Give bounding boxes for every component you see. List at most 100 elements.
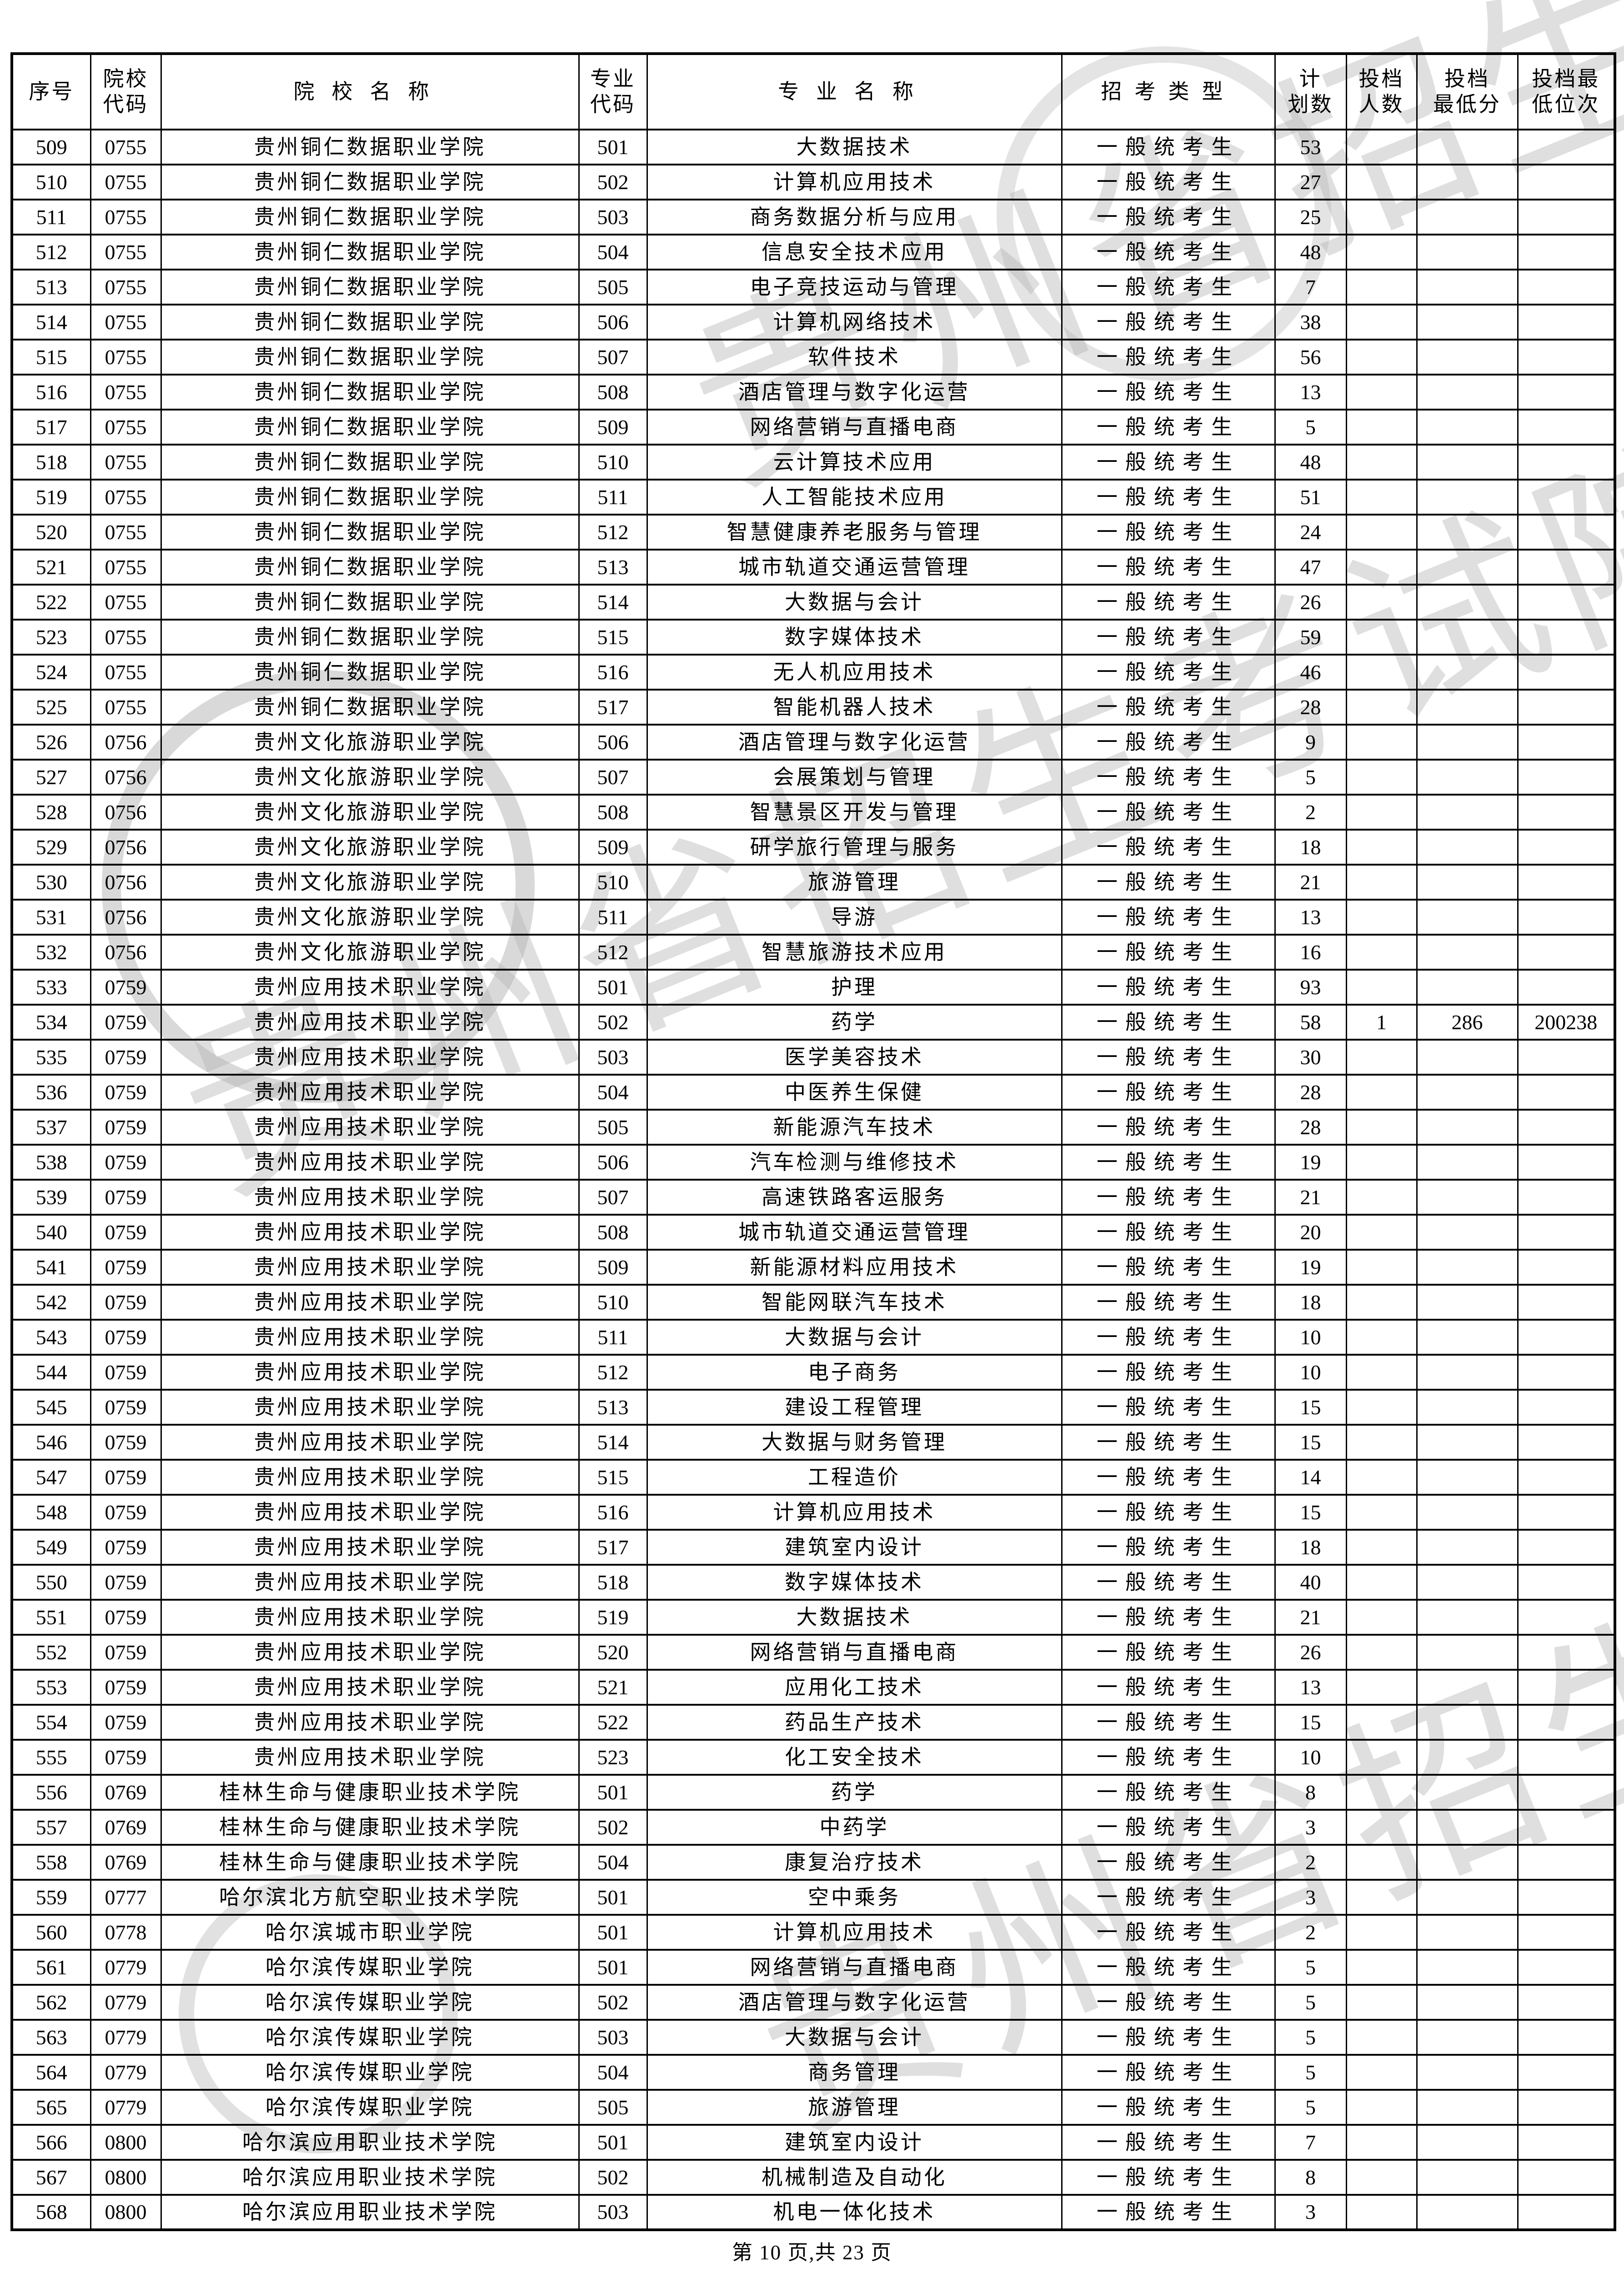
cell-college-name: 哈尔滨北方航空职业技术学院 bbox=[160, 1879, 580, 1916]
cell-college-name: 贵州铜仁数据职业学院 bbox=[160, 269, 580, 305]
cell-serial: 542 bbox=[11, 1284, 91, 1321]
cell-major-code: 501 bbox=[578, 129, 648, 165]
table-row: 552 0759 贵州应用技术职业学院 520 网络营销与直播电商 一般统考生 … bbox=[11, 1634, 1616, 1671]
cell-major-code: 515 bbox=[578, 1459, 648, 1496]
cell-college-code: 0759 bbox=[90, 1564, 162, 1601]
cell-college-code: 0755 bbox=[90, 584, 162, 621]
cell-college-name: 贵州铜仁数据职业学院 bbox=[160, 514, 580, 551]
cell-min-score bbox=[1416, 514, 1519, 551]
cell-major-name: 智慧健康养老服务与管理 bbox=[646, 514, 1063, 551]
cell-min-score bbox=[1416, 304, 1519, 340]
cell-min-rank bbox=[1517, 934, 1616, 971]
cell-plan-count: 15 bbox=[1274, 1424, 1347, 1461]
cell-college-name: 哈尔滨传媒职业学院 bbox=[160, 1984, 580, 2021]
cell-min-score bbox=[1416, 1319, 1519, 1356]
table-row: 545 0759 贵州应用技术职业学院 513 建设工程管理 一般统考生 15 bbox=[11, 1389, 1616, 1426]
table-header: 序号 院校 代码 院校名称 专业 代码 专业名称 招考类型 计 划数 投档 人数… bbox=[11, 53, 1616, 130]
cell-college-code: 0759 bbox=[90, 1039, 162, 1076]
cell-filed-count bbox=[1345, 1669, 1418, 1706]
cell-college-code: 0759 bbox=[90, 1354, 162, 1391]
cell-serial: 567 bbox=[11, 2159, 91, 2196]
cell-serial: 522 bbox=[11, 584, 91, 621]
cell-plan-count: 24 bbox=[1274, 514, 1347, 551]
cell-min-score bbox=[1416, 1529, 1519, 1566]
cell-serial: 560 bbox=[11, 1914, 91, 1951]
cell-plan-count: 14 bbox=[1274, 1459, 1347, 1496]
cell-min-score bbox=[1416, 759, 1519, 796]
cell-min-rank bbox=[1517, 1214, 1616, 1251]
cell-exam-type: 一般统考生 bbox=[1061, 1529, 1276, 1566]
cell-college-code: 0755 bbox=[90, 129, 162, 165]
cell-filed-count bbox=[1345, 759, 1418, 796]
cell-exam-type: 一般统考生 bbox=[1061, 479, 1276, 516]
cell-exam-type: 一般统考生 bbox=[1061, 1564, 1276, 1601]
cell-college-name: 贵州文化旅游职业学院 bbox=[160, 794, 580, 831]
table-row: 527 0756 贵州文化旅游职业学院 507 会展策划与管理 一般统考生 5 bbox=[11, 759, 1616, 796]
cell-major-name: 网络营销与直播电商 bbox=[646, 1634, 1063, 1671]
cell-min-score bbox=[1416, 1914, 1519, 1951]
cell-major-name: 中药学 bbox=[646, 1809, 1063, 1846]
cell-min-rank: 200238 bbox=[1517, 1004, 1616, 1041]
cell-serial: 512 bbox=[11, 234, 91, 270]
cell-min-rank bbox=[1517, 1389, 1616, 1426]
table-row: 536 0759 贵州应用技术职业学院 504 中医养生保健 一般统考生 28 bbox=[11, 1074, 1616, 1111]
cell-college-code: 0755 bbox=[90, 339, 162, 375]
cell-college-code: 0759 bbox=[90, 1214, 162, 1251]
cell-plan-count: 2 bbox=[1274, 794, 1347, 831]
cell-plan-count: 48 bbox=[1274, 444, 1347, 481]
cell-major-name: 新能源汽车技术 bbox=[646, 1109, 1063, 1146]
cell-major-code: 506 bbox=[578, 304, 648, 340]
cell-serial: 513 bbox=[11, 269, 91, 305]
cell-plan-count: 5 bbox=[1274, 2054, 1347, 2091]
cell-filed-count bbox=[1345, 374, 1418, 411]
cell-plan-count: 18 bbox=[1274, 829, 1347, 866]
cell-major-code: 503 bbox=[578, 2194, 648, 2231]
cell-major-name: 计算机应用技术 bbox=[646, 1494, 1063, 1531]
cell-college-code: 0756 bbox=[90, 899, 162, 936]
cell-plan-count: 3 bbox=[1274, 1809, 1347, 1846]
cell-serial: 561 bbox=[11, 1949, 91, 1986]
cell-min-score bbox=[1416, 1879, 1519, 1916]
cell-plan-count: 5 bbox=[1274, 1984, 1347, 2021]
cell-major-code: 501 bbox=[578, 1949, 648, 1986]
cell-filed-count bbox=[1345, 584, 1418, 621]
cell-college-name: 贵州文化旅游职业学院 bbox=[160, 864, 580, 901]
cell-exam-type: 一般统考生 bbox=[1061, 1774, 1276, 1811]
cell-serial: 540 bbox=[11, 1214, 91, 1251]
cell-min-score bbox=[1416, 1599, 1519, 1636]
cell-exam-type: 一般统考生 bbox=[1061, 899, 1276, 936]
cell-min-rank bbox=[1517, 2019, 1616, 2056]
cell-serial: 549 bbox=[11, 1529, 91, 1566]
cell-major-code: 503 bbox=[578, 1039, 648, 1076]
cell-serial: 550 bbox=[11, 1564, 91, 1601]
cell-exam-type: 一般统考生 bbox=[1061, 1879, 1276, 1916]
table-row: 567 0800 哈尔滨应用职业技术学院 502 机械制造及自动化 一般统考生 … bbox=[11, 2159, 1616, 2196]
cell-college-name: 贵州应用技术职业学院 bbox=[160, 1424, 580, 1461]
cell-serial: 533 bbox=[11, 969, 91, 1006]
cell-serial: 514 bbox=[11, 304, 91, 340]
cell-min-rank bbox=[1517, 1074, 1616, 1111]
cell-exam-type: 一般统考生 bbox=[1061, 1459, 1276, 1496]
cell-filed-count bbox=[1345, 2194, 1418, 2231]
cell-college-name: 贵州铜仁数据职业学院 bbox=[160, 129, 580, 165]
cell-serial: 554 bbox=[11, 1704, 91, 1741]
cell-exam-type: 一般统考生 bbox=[1061, 1354, 1276, 1391]
cell-plan-count: 15 bbox=[1274, 1494, 1347, 1531]
cell-filed-count bbox=[1345, 934, 1418, 971]
cell-college-name: 贵州应用技术职业学院 bbox=[160, 1704, 580, 1741]
cell-college-name: 贵州铜仁数据职业学院 bbox=[160, 199, 580, 235]
cell-college-name: 贵州铜仁数据职业学院 bbox=[160, 164, 580, 200]
cell-min-score bbox=[1416, 1949, 1519, 1986]
cell-min-rank bbox=[1517, 1284, 1616, 1321]
cell-min-score bbox=[1416, 1704, 1519, 1741]
cell-major-name: 旅游管理 bbox=[646, 864, 1063, 901]
table-row: 555 0759 贵州应用技术职业学院 523 化工安全技术 一般统考生 10 bbox=[11, 1739, 1616, 1776]
cell-major-name: 护理 bbox=[646, 969, 1063, 1006]
cell-college-name: 贵州铜仁数据职业学院 bbox=[160, 584, 580, 621]
cell-college-code: 0769 bbox=[90, 1809, 162, 1846]
cell-min-score bbox=[1416, 2089, 1519, 2126]
cell-filed-count bbox=[1345, 1214, 1418, 1251]
cell-major-name: 商务管理 bbox=[646, 2054, 1063, 2091]
header-serial: 序号 bbox=[11, 53, 91, 130]
cell-major-code: 515 bbox=[578, 619, 648, 656]
